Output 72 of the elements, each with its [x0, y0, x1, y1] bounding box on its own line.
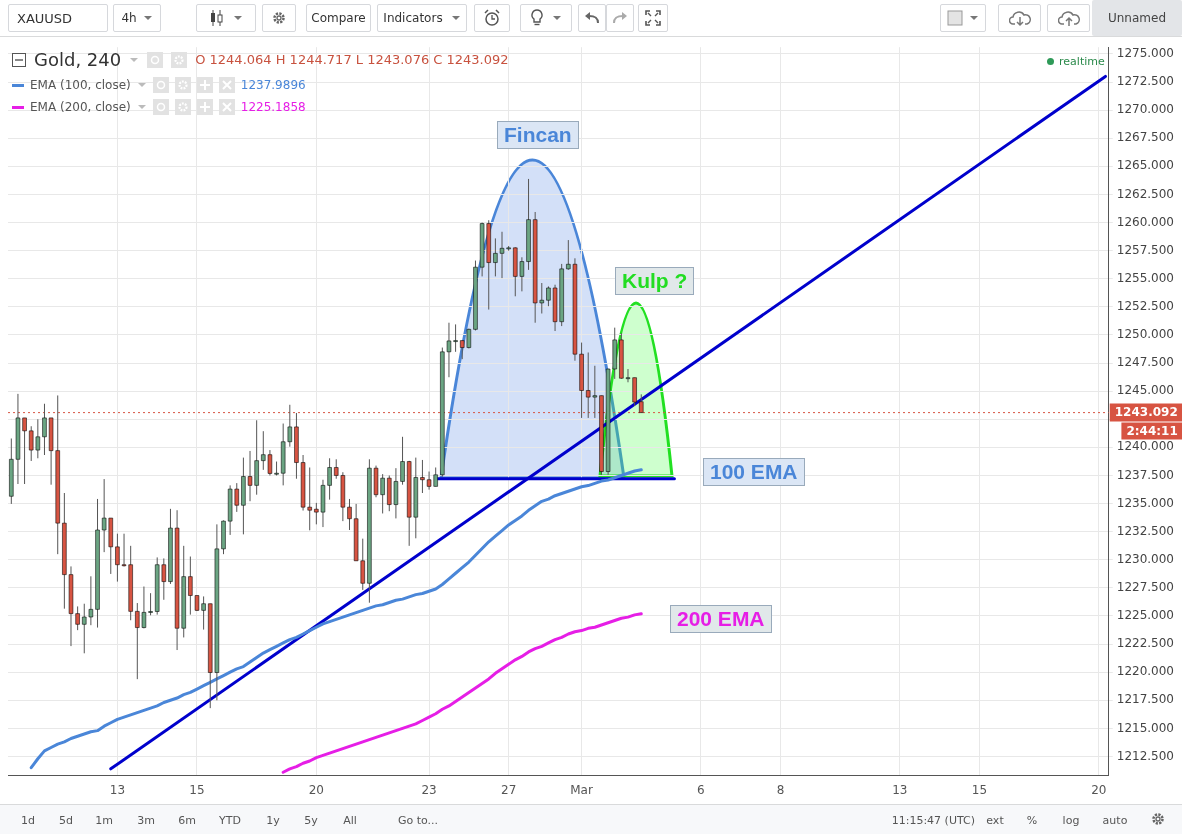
y-tick-label: 1235.000 [1116, 495, 1175, 510]
annotation: Kulp ? [615, 267, 695, 295]
y-tick-label: 1247.500 [1116, 355, 1175, 370]
chart-subtitle: O 1244.064 H 1244.717 L 1243.076 C 1243.092 [195, 52, 509, 68]
y-tick-label: 1250.000 [1116, 327, 1175, 342]
y-tick-label: 1260.000 [1116, 214, 1175, 229]
y-tick-label: 1262.500 [1116, 186, 1175, 201]
y-tick-label: 1227.500 [1116, 580, 1175, 594]
text: 2:44:11 [1126, 423, 1178, 438]
text: 4h [121, 11, 137, 25]
text: % [1026, 814, 1038, 827]
x-tick-label: 20 [1091, 782, 1107, 797]
x-tick-label: 27 [501, 782, 517, 797]
x-tick-label: 15 [971, 782, 988, 797]
text: 3m [137, 814, 155, 827]
y-tick-label: 1220.000 [1116, 664, 1175, 679]
text: 1m [95, 814, 113, 827]
x-tick-label: 6 [697, 782, 705, 797]
y-tick-label: 1217.500 [1116, 692, 1175, 707]
y-tick-label: 1270.000 [1116, 102, 1175, 117]
text: Go to... [398, 814, 439, 827]
candlestick [42, 403, 47, 456]
text: Unnamed [1092, 0, 1182, 36]
y-tick-label: 1232.500 [1116, 523, 1175, 538]
y-tick-label: 1222.500 [1116, 636, 1175, 651]
text: 5d [59, 814, 73, 827]
y-tick-label: 1245.000 [1116, 383, 1175, 398]
x-tick-label: 8 [776, 782, 785, 797]
candlestick [347, 498, 352, 531]
annotation: 200 EMA [670, 605, 772, 633]
annotation: 100 EMA [703, 458, 805, 486]
y-tick-label: 1252.500 [1116, 298, 1175, 313]
y-tick-label: 1212.500 [1116, 748, 1175, 763]
text: 1d [21, 814, 35, 827]
x-tick-label: Mar [570, 782, 593, 797]
text: ext [986, 814, 1004, 827]
x-tick-label: 13 [109, 782, 126, 797]
text: YTD [219, 814, 241, 827]
candlestick [400, 436, 405, 486]
y-tick-label: 1275.000 [1116, 46, 1175, 61]
text: Indicators [383, 11, 443, 25]
text: 11:15:47 (UTC) [891, 814, 975, 827]
y-tick-label: 1230.000 [1116, 551, 1175, 566]
annotation: 1225.1858 [240, 100, 306, 115]
text: 5y [304, 814, 318, 827]
y-tick-label: 1215.000 [1116, 720, 1175, 735]
x-tick-label: 23 [421, 782, 437, 797]
y-tick-label: 1225.000 [1116, 608, 1175, 623]
y-tick-label: 1272.500 [1116, 74, 1175, 89]
y-tick-label: 1265.000 [1116, 158, 1175, 173]
ref-line-label: 1243.092 [1114, 404, 1178, 419]
text: All [343, 814, 357, 827]
text: auto [1102, 814, 1128, 827]
text: log [1062, 814, 1080, 827]
annotation: realtime [1059, 55, 1105, 69]
text: XAUUSD [8, 4, 108, 32]
y-tick-label: 1237.500 [1116, 467, 1175, 482]
x-tick-label: 15 [189, 782, 205, 797]
annotation: Fincan [497, 121, 579, 149]
x-tick-label: 13 [892, 782, 908, 797]
y-tick-label: 1257.500 [1116, 242, 1175, 257]
text: 1y [266, 814, 280, 827]
y-tick-label: 1267.500 [1116, 130, 1175, 145]
x-tick-label: 20 [308, 782, 324, 797]
legend-label: EMA (200, close) [30, 100, 131, 115]
y-tick-label: 1255.000 [1116, 270, 1175, 285]
text: Compare [306, 4, 371, 32]
annotation: 1237.9896 [240, 78, 306, 93]
legend-label: EMA (100, close) [30, 78, 131, 93]
y-tick-label: 1240.000 [1116, 439, 1175, 454]
text: 6m [178, 814, 196, 827]
chart-title: Gold, 240 [34, 49, 122, 71]
